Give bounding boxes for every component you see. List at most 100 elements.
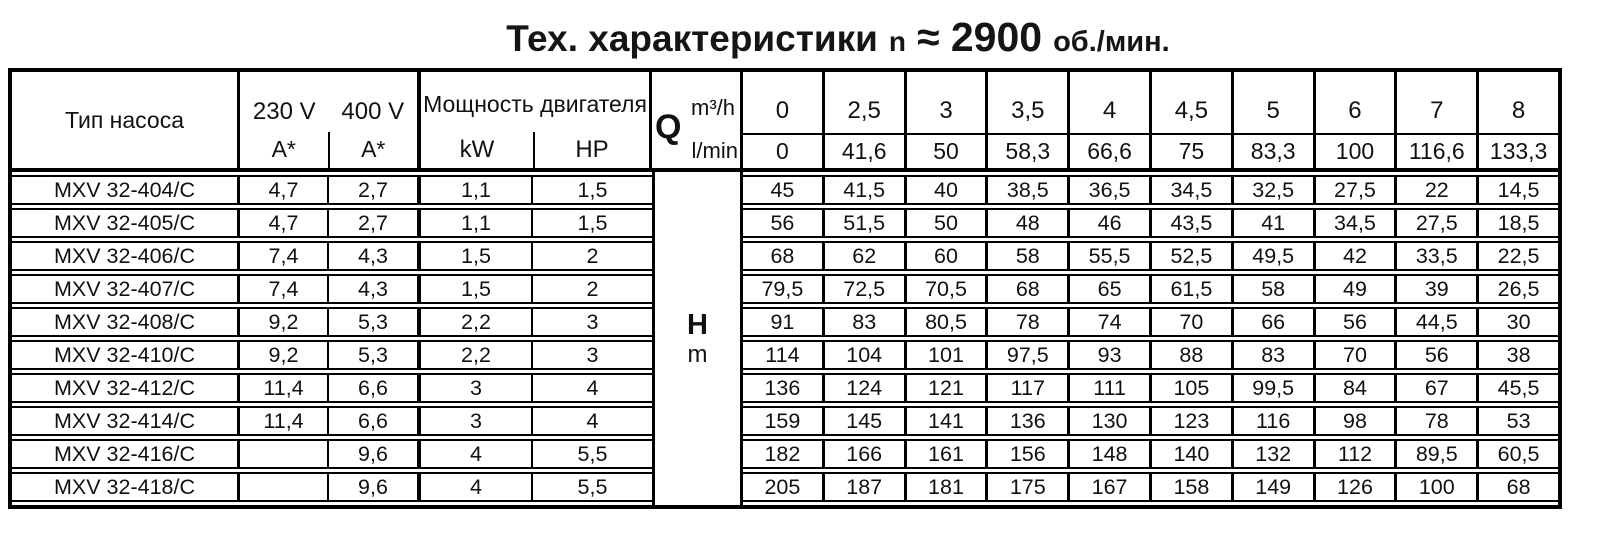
q-unit-lmin: l/min	[691, 138, 738, 163]
head-value-cell: 175	[988, 472, 1071, 502]
flow-m3h-value: 3,5	[988, 72, 1068, 135]
flow-m3h-value: 4	[1070, 72, 1149, 135]
head-value-cell: 89,5	[1397, 439, 1480, 469]
flow-lmin-value: 0	[776, 138, 789, 164]
head-value-cell: 156	[988, 439, 1071, 469]
head-value-cell: 66	[1233, 307, 1316, 337]
head-value-cell: 27,5	[1315, 175, 1398, 205]
voltage-230-label: 230 V	[252, 97, 316, 125]
current-230v-cell: 11,4	[240, 373, 329, 403]
head-value-cell: 80,5	[906, 307, 989, 337]
head-value-cell: 36,5	[1070, 175, 1152, 205]
head-value-cell: 158	[1151, 472, 1234, 502]
q-unit-m3h: m³/h	[691, 95, 735, 120]
head-value-cell: 42	[1315, 241, 1398, 271]
flow-column-header: 4,5 75	[1151, 72, 1234, 168]
flow-lmin-value: 83,3	[1250, 138, 1296, 164]
current-400v-cell: 6,6	[329, 406, 421, 436]
head-value-cell: 70	[1315, 340, 1398, 370]
head-value-cell: 46	[1070, 208, 1152, 238]
head-value-cell: 149	[1233, 472, 1316, 502]
head-value-cell: 49,5	[1233, 241, 1316, 271]
pump-row: MXV 32-408/C 9,2 5,3 2,2 3 91 83 80,5 78 74 70 66 56…	[12, 307, 1558, 337]
voltage-labels: 230 V 400 V	[240, 72, 417, 132]
power-kw-cell: 1,1	[421, 175, 533, 205]
head-value-cell: 50	[906, 208, 989, 238]
power-kw-cell: 2,2	[421, 340, 533, 370]
head-value-cell: 41,5	[824, 175, 907, 205]
head-value-cell: 61,5	[1151, 274, 1234, 304]
head-value-cell: 58	[988, 241, 1071, 271]
pump-row: MXV 32-406/C 7,4 4,3 1,5 2 68 62 60 58 55,5 52,5 49…	[12, 241, 1558, 271]
head-value-cell: 60,5	[1479, 439, 1558, 469]
pump-type-header-label: Тип насоса	[64, 106, 185, 133]
current-400v-cell: 4,3	[329, 241, 421, 271]
pump-row: MXV 32-414/C 11,4 6,6 3 4 159 145 141 136 130 123 1…	[12, 406, 1558, 436]
flow-column-header: 2,5 41,6	[824, 72, 907, 168]
flow-m3h-value: 6	[1315, 72, 1395, 135]
pump-row: MXV 32-418/C 9,6 4 5,5 205 187 181 175 167 158 149…	[12, 472, 1558, 502]
head-value-cell: 49	[1315, 274, 1398, 304]
title-speed-symbol: n	[888, 26, 906, 57]
head-value-cell: 140	[1151, 439, 1234, 469]
flow-column-header: 3,5 58,3	[988, 72, 1071, 168]
head-value-cell: 136	[743, 373, 825, 403]
pump-type-cell: MXV 32-407/C	[12, 274, 240, 304]
pump-type-cell: MXV 32-404/C	[12, 175, 240, 205]
head-value-cell: 148	[1070, 439, 1152, 469]
current-230v-cell: 4,7	[240, 175, 329, 205]
pump-type-cell: MXV 32-412/C	[12, 373, 240, 403]
power-hp-cell: 5,5	[533, 472, 652, 502]
current-230v-cell	[240, 472, 329, 502]
head-value-cell: 14,5	[1479, 175, 1558, 205]
head-value-cell: 161	[906, 439, 989, 469]
power-hp-cell: 4	[533, 406, 652, 436]
head-value-cell: 100	[1397, 472, 1480, 502]
head-value-cell: 111	[1070, 373, 1152, 403]
flow-lmin-value: 50	[933, 138, 959, 164]
motor-power-label: Мощность двигателя	[423, 90, 647, 117]
head-value-cell: 136	[988, 406, 1071, 436]
power-hp-cell: 3	[533, 307, 652, 337]
head-value-cell: 51,5	[824, 208, 907, 238]
current-400v-cell: 9,6	[329, 439, 421, 469]
q-label: Q	[655, 108, 682, 146]
flow-lmin-value: 116,6	[1408, 138, 1465, 164]
current-230v-cell	[240, 439, 329, 469]
head-value-cell: 56	[743, 208, 825, 238]
head-value-cell: 126	[1315, 472, 1398, 502]
pump-row: MXV 32-407/C 7,4 4,3 1,5 2 79,5 72,5 70,5 68 65 61…	[12, 274, 1558, 304]
pump-row: MXV 32-412/C 11,4 6,6 3 4 136 124 121 117 111 105 9…	[12, 373, 1558, 403]
head-value-cell: 99,5	[1233, 373, 1316, 403]
page-title: Тех. характеристики n ≈ 2900 об./мин.	[38, 14, 1600, 68]
head-value-cell: 39	[1397, 274, 1480, 304]
head-value-cell: 65	[1070, 274, 1152, 304]
power-kw-cell: 4	[421, 472, 533, 502]
current-400v-cell: 5,3	[329, 340, 421, 370]
kw-label: kW	[459, 135, 495, 163]
flow-lmin-value: 66,6	[1087, 138, 1132, 164]
pump-row: MXV 32-404/C 4,7 2,7 1,1 1,5 45 41,5 40 38,5 36,5…	[12, 175, 1558, 205]
amp-labels: A* A*	[240, 131, 417, 168]
head-value-cell: 18,5	[1479, 208, 1558, 238]
motor-power-header-group: Мощность двигателя kW HP	[421, 72, 652, 168]
flow-column-header: 8 133,3	[1479, 72, 1558, 168]
head-value-cell: 182	[743, 439, 825, 469]
head-value-cell: 121	[906, 373, 989, 403]
head-value-cell: 22,5	[1479, 241, 1558, 271]
pump-type-cell: MXV 32-406/C	[12, 241, 240, 271]
head-value-cell: 124	[824, 373, 907, 403]
head-value-cell: 33,5	[1397, 241, 1480, 271]
flow-m3h-value: 8	[1479, 72, 1558, 135]
head-value-cell: 97,5	[988, 340, 1071, 370]
current-230v-cell: 11,4	[240, 406, 329, 436]
power-kw-cell: 1,1	[421, 208, 533, 238]
flow-column-header: 7 116,6	[1397, 72, 1480, 168]
current-400v-cell: 5,3	[329, 307, 421, 337]
current-230v-cell: 7,4	[240, 274, 329, 304]
pump-row: MXV 32-416/C 9,6 4 5,5 182 166 161 156 148 140 132…	[12, 439, 1558, 469]
flow-q-header: Q m³/h l/min	[652, 72, 743, 168]
title-speed-value: ≈ 2900	[916, 14, 1043, 60]
voltage-header-group: 230 V 400 V A* A*	[240, 72, 421, 168]
power-hp-cell: 5,5	[533, 439, 652, 469]
